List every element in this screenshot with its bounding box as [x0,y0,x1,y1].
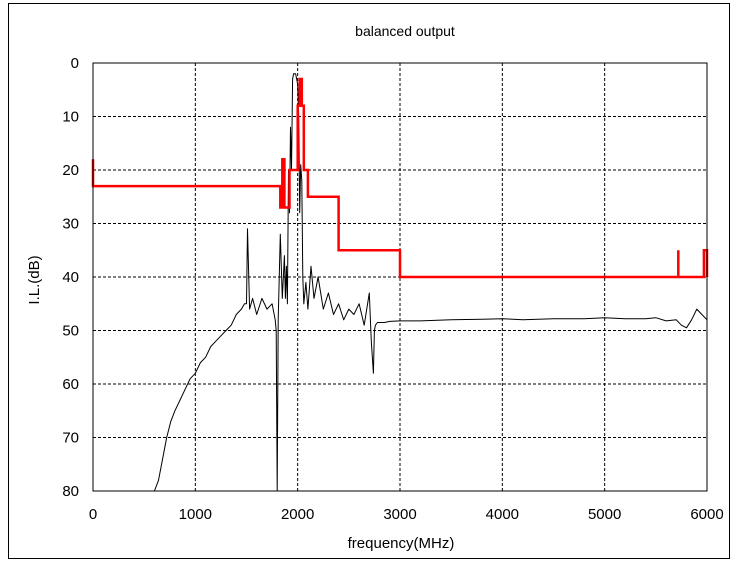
y-tick-label: 60 [62,376,79,393]
x-tick-label: 3000 [383,506,416,523]
chart-title: balanced output [355,23,455,39]
y-tick-label: 10 [62,109,79,126]
y-tick-labels: 0 10 20 30 40 50 60 70 80 [62,55,79,500]
chart-frame: balanced output 0 1000 2000 3000 4000 5000 600… [8,3,730,559]
x-tick-label: 2000 [281,506,314,523]
insertion-loss-line [153,73,708,492]
series-layer [91,73,709,492]
x-tick-labels: 0 1000 2000 3000 4000 5000 6000 [89,506,724,523]
y-tick-label: 20 [62,162,79,179]
y-tick-label: 50 [62,323,79,340]
x-tick-label: 0 [89,506,97,523]
y-axis-title: I.L.(dB) [26,255,43,304]
x-tick-label: 1000 [179,506,212,523]
x-axis-title: frequency(MHz) [348,535,455,552]
y-tick-label: 30 [62,216,79,233]
y-tick-label: 0 [71,55,79,72]
x-tick-label: 6000 [690,506,723,523]
y-tick-label: 40 [62,269,79,286]
x-tick-label: 4000 [486,506,519,523]
chart-svg: balanced output 0 1000 2000 3000 4000 5000 600… [26,23,724,552]
x-tick-label: 5000 [588,506,621,523]
y-tick-label: 70 [62,430,79,447]
y-tick-label: 80 [62,483,79,500]
spec-mask-line [91,77,709,279]
plot-area [92,62,708,492]
